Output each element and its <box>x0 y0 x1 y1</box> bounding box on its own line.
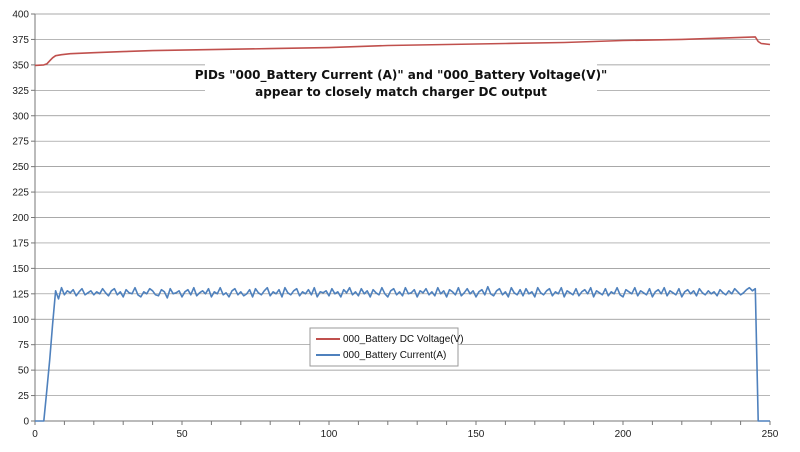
y-tick-label-400: 400 <box>12 10 29 21</box>
axes: 0 25 50 75 100 125 150 175 200 225 250 275 300 325 350… <box>12 10 778 441</box>
x-tick-label-0: 0 <box>32 429 38 440</box>
y-tick-label-125: 125 <box>12 289 29 300</box>
annotation-line-1: PIDs "000_Battery Current (A)" and "000_… <box>195 68 608 83</box>
y-tick-label-175: 175 <box>12 238 29 249</box>
y-tick-label-200: 200 <box>12 213 29 224</box>
x-tick-label-200: 200 <box>615 429 632 440</box>
y-tick-label-150: 150 <box>12 264 29 275</box>
legend: 000_Battery DC Voltage(V) 000_Battery Cu… <box>309 327 464 367</box>
y-tick-label-325: 325 <box>12 86 29 97</box>
y-tick-label-250: 250 <box>12 162 29 173</box>
legend-box <box>309 327 459 367</box>
annotation: PIDs "000_Battery Current (A)" and "000_… <box>195 64 608 102</box>
y-tick-label-375: 375 <box>12 35 29 46</box>
annotation-line-2: appear to closely match charger DC outpu… <box>255 85 547 99</box>
annotation-background <box>205 64 597 102</box>
y-tick-label-0: 0 <box>23 417 29 428</box>
series-line-battery-dc-voltage <box>34 36 771 67</box>
x-tick-label-250: 250 <box>762 429 779 440</box>
y-tick-label-50: 50 <box>18 366 30 377</box>
y-tick-label-300: 300 <box>12 111 29 122</box>
y-tick-label-25: 25 <box>18 391 30 402</box>
legend-label-current: 000_Battery Current(A) <box>343 350 446 361</box>
y-tick-label-275: 275 <box>12 137 29 148</box>
y-tick-label-100: 100 <box>12 315 29 326</box>
series <box>34 36 771 422</box>
y-tick-label-350: 350 <box>12 60 29 71</box>
x-tick-label-50: 50 <box>176 429 188 440</box>
y-tick-label-75: 75 <box>18 340 30 351</box>
x-tick-label-100: 100 <box>321 429 338 440</box>
y-tick-label-225: 225 <box>12 188 29 199</box>
series-line-battery-current <box>35 285 770 422</box>
legend-label-voltage: 000_Battery DC Voltage(V) <box>343 334 464 345</box>
x-tick-label-150: 150 <box>468 429 485 440</box>
